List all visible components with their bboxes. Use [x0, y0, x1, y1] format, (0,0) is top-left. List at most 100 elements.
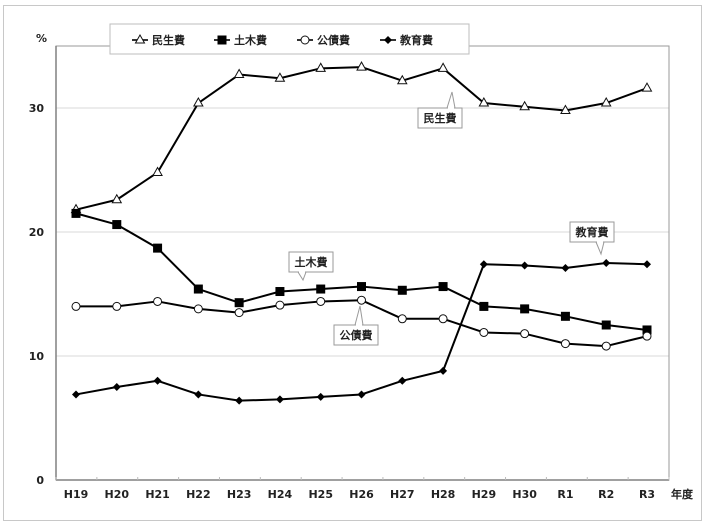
square-marker	[217, 35, 227, 45]
triangle-marker	[600, 97, 612, 107]
square-marker	[479, 301, 489, 311]
square-marker	[601, 320, 611, 330]
diamond-marker	[275, 395, 284, 404]
series-民生費	[70, 61, 653, 214]
triangle-marker	[478, 97, 490, 107]
square-marker	[520, 304, 530, 314]
svg-text:教育費: 教育費	[575, 225, 609, 239]
x-tick-label: H27	[390, 488, 415, 501]
series-公債費	[71, 295, 652, 351]
circle-marker	[112, 301, 122, 311]
diamond-marker	[235, 396, 244, 405]
legend-label: 教育費	[399, 33, 433, 47]
square-marker	[234, 298, 244, 308]
diamond-marker	[602, 259, 611, 267]
x-tick-label: H28	[431, 488, 456, 501]
circle-marker	[520, 329, 530, 339]
axes	[55, 45, 670, 481]
x-tick-label: H23	[227, 488, 252, 501]
diamond-marker	[520, 261, 529, 270]
diamond-marker	[112, 383, 121, 391]
circle-marker	[357, 295, 366, 305]
diamond-marker	[643, 260, 651, 269]
circle-marker	[479, 327, 489, 337]
x-axis-ticks: H19 H20 H21 H22 H23 H24 H25 H26 H27 H28 H29 H30 R1 R2…	[55, 477, 670, 501]
circle-marker	[234, 308, 244, 318]
chart-frame	[3, 5, 702, 521]
circle-marker	[601, 341, 611, 351]
square-marker	[560, 311, 570, 321]
x-axis-unit: 年度	[671, 487, 694, 501]
legend-item-公債費: 公債費	[297, 33, 350, 47]
y-tick-label: 0	[36, 474, 44, 487]
diamond-marker	[479, 260, 488, 269]
square-marker	[193, 284, 203, 294]
y-tick-label: 30	[29, 102, 45, 115]
legend-item-民生費: 民生費	[132, 33, 185, 47]
diamond-marker	[357, 390, 366, 399]
x-tick-label: H19	[64, 488, 89, 501]
y-axis-ticks: 0 10 20 30	[29, 102, 45, 487]
y-tick-label: 20	[29, 226, 45, 239]
x-tick-label: R2	[598, 488, 614, 501]
svg-text:土木費: 土木費	[295, 255, 328, 269]
circle-marker	[560, 339, 570, 349]
circle-marker	[71, 301, 81, 311]
triangle-marker	[356, 61, 367, 71]
triangle-marker	[519, 100, 530, 111]
square-marker	[316, 284, 326, 294]
triangle-marker	[111, 193, 123, 204]
circle-marker	[316, 296, 326, 306]
triangle-marker	[396, 74, 408, 85]
square-marker	[438, 282, 448, 292]
x-tick-label: H24	[268, 488, 293, 501]
svg-text:公債費: 公債費	[340, 328, 373, 342]
diamond-marker	[194, 390, 203, 399]
legend-label: 民生費	[152, 33, 185, 47]
callout-label: 土木費	[288, 251, 334, 282]
x-tick-label: H20	[105, 488, 130, 501]
square-marker	[642, 325, 652, 335]
square-marker	[275, 287, 285, 297]
x-tick-label: H25	[308, 488, 333, 501]
circle-marker	[193, 304, 203, 314]
x-tick-label: R3	[639, 488, 655, 501]
series-教育費	[72, 259, 651, 405]
x-tick-label: H30	[512, 488, 537, 501]
legend-item-土木費: 土木費	[214, 33, 267, 47]
legend-label: 土木費	[234, 33, 267, 47]
square-marker	[71, 208, 81, 218]
x-tick-label: R1	[557, 488, 573, 501]
diamond-marker	[72, 390, 80, 399]
svg-text:民生費: 民生費	[424, 111, 457, 125]
diamond-marker	[439, 366, 448, 375]
diamond-marker	[153, 376, 162, 385]
square-marker	[112, 220, 122, 230]
square-marker	[357, 282, 366, 292]
square-marker	[397, 285, 407, 295]
triangle-marker	[437, 62, 449, 72]
circle-marker	[397, 314, 407, 324]
circle-marker	[275, 300, 285, 310]
triangle-marker	[193, 97, 204, 107]
callout-label: 民生費	[417, 91, 463, 129]
y-tick-label: 10	[29, 350, 45, 363]
x-tick-label: H29	[472, 488, 497, 501]
circle-marker	[438, 314, 448, 324]
legend-label: 公債費	[317, 33, 350, 47]
triangle-marker	[152, 166, 163, 176]
triangle-marker	[560, 104, 571, 114]
data-series	[70, 61, 653, 405]
y-axis-unit: %	[36, 32, 47, 45]
diamond-marker	[316, 392, 325, 401]
circle-marker	[153, 296, 163, 306]
triangle-marker	[315, 62, 327, 72]
triangle-marker	[274, 72, 286, 82]
triangle-marker	[641, 82, 653, 92]
circle-marker	[300, 35, 310, 45]
callout-label: 教育費	[569, 221, 615, 256]
diamond-marker	[384, 36, 392, 44]
x-tick-label: H21	[145, 488, 170, 501]
diamond-marker	[398, 376, 407, 385]
